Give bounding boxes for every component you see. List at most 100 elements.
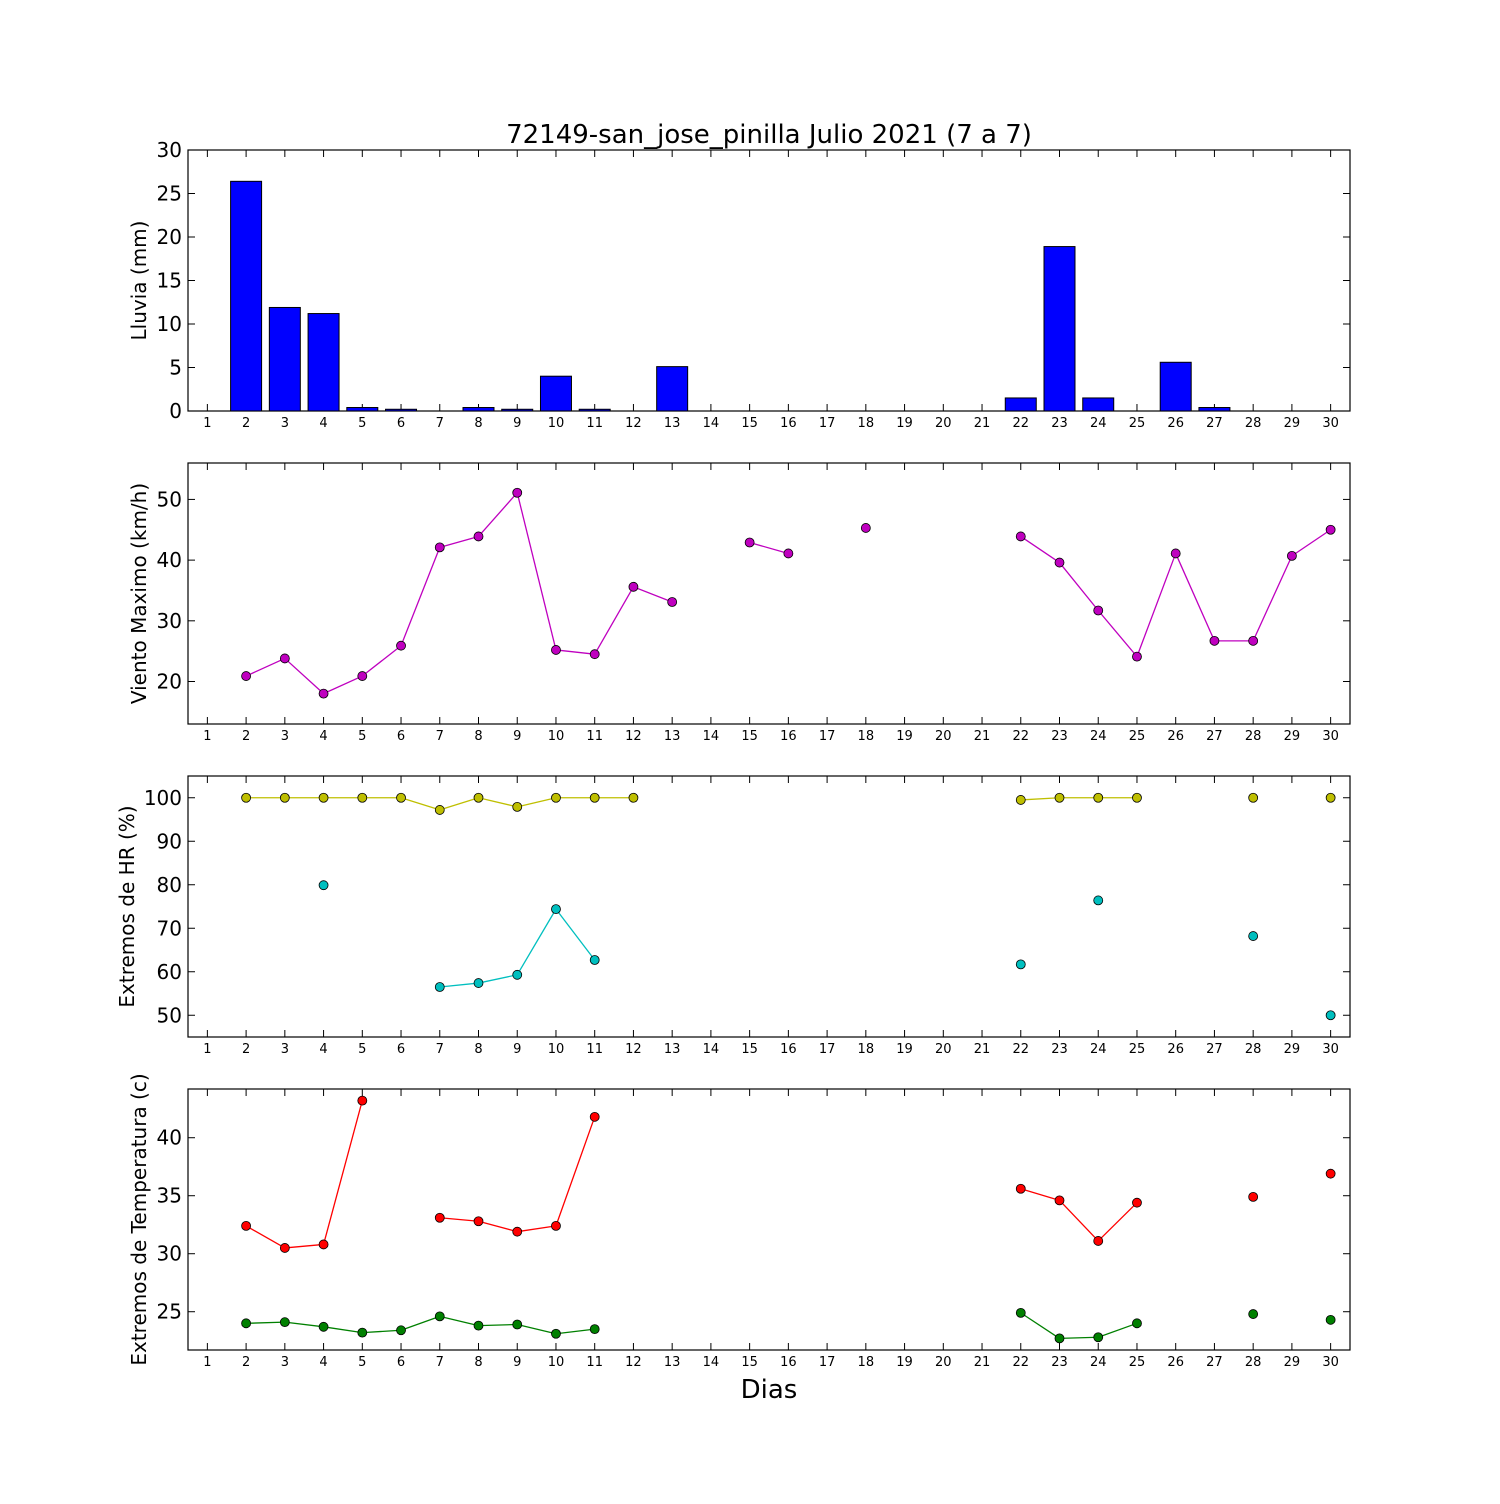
x-tick-label: 4 [319,729,327,744]
x-tick-label: 23 [1051,416,1068,431]
data-point [473,1216,484,1227]
data-point [1248,635,1259,646]
rain-bar [1043,246,1076,412]
series-segment [749,541,789,555]
rain-bar [656,366,689,412]
rain-bar [462,407,495,412]
data-point [1325,1010,1336,1021]
data-point [589,1111,600,1122]
y-tick-label: 0 [169,399,182,423]
x-axis-title: Dias [741,1375,798,1405]
series-segment [1252,555,1293,642]
y-tick-label: 25 [157,1300,182,1324]
x-tick-label: 16 [780,1355,797,1370]
y-tick-label: 50 [157,1003,182,1027]
x-tick-label: 11 [586,1042,603,1057]
y-tick-label: 30 [157,138,182,162]
x-tick-label: 17 [819,1355,836,1370]
series-segment [439,1217,479,1222]
x-tick-label: 25 [1129,416,1146,431]
x-tick-label: 7 [436,1355,444,1370]
y-axis-title: Viento Maximo (km/h) [127,483,151,704]
x-tick-label: 30 [1322,1042,1339,1057]
x-tick-label: 12 [625,1355,642,1370]
y-tick-label: 35 [157,1184,182,1208]
x-tick-label: 19 [896,1042,913,1057]
y-tick-label: 60 [157,960,182,984]
x-tick-label: 21 [974,1355,991,1370]
data-point [1132,792,1142,803]
data-point [1015,1307,1026,1318]
x-tick-label: 25 [1129,1042,1146,1057]
x-tick-label: 29 [1284,416,1301,431]
y-tick-label: 100 [144,786,182,810]
data-point [1325,1314,1336,1325]
series-segment [516,492,557,651]
x-tick-label: 8 [474,729,482,744]
x-tick-label: 18 [858,416,875,431]
data-point [357,1327,368,1338]
data-point [1015,795,1026,805]
rain-bar [1159,361,1192,412]
data-point [473,792,484,803]
data-point [551,645,561,655]
x-tick-label: 15 [741,729,758,744]
y-tick-label: 30 [157,609,182,633]
data-point [1093,605,1104,616]
x-tick-label: 26 [1167,416,1184,431]
x-tick-label: 27 [1206,1042,1223,1057]
series-segment [555,908,596,961]
data-point [1132,1318,1142,1329]
y-tick-label: 70 [157,916,182,940]
x-tick-label: 28 [1245,1355,1262,1370]
x-tick-label: 3 [281,1042,289,1057]
data-point [473,978,484,988]
x-tick-label: 3 [281,1355,289,1370]
rain-bar [501,408,534,412]
series-segment [323,1326,363,1334]
y-tick-label: 25 [157,182,182,206]
x-tick-label: 17 [819,729,836,744]
x-tick-label: 8 [474,1042,482,1057]
x-tick-label: 1 [203,416,211,431]
y-tick-label: 10 [157,312,182,336]
series-segment [555,649,595,655]
x-tick-label: 13 [664,729,681,744]
data-point [628,581,639,592]
data-point [1054,1333,1065,1344]
x-tick-label: 12 [625,1042,642,1057]
series-segment [555,1328,595,1335]
series-segment [284,657,325,695]
series-segment [439,1315,479,1327]
y-tick-label: 20 [157,670,182,694]
data-point [860,523,871,533]
series-segment [245,657,286,677]
series-segment [284,1321,324,1328]
series-segment [245,1225,286,1249]
series-segment [517,1323,557,1335]
data-point [1132,1197,1142,1208]
y-tick-label: 90 [157,829,182,853]
data-point [396,1325,406,1336]
x-tick-label: 5 [358,416,366,431]
data-point [1054,557,1065,568]
rain-bar [1082,397,1115,412]
data-point [551,904,561,915]
data-point [279,1243,290,1253]
data-point [434,1311,445,1322]
x-tick-label: 14 [703,1355,720,1370]
x-tick-label: 9 [513,1355,521,1370]
data-point [434,982,445,992]
x-tick-label: 23 [1051,1355,1068,1370]
x-tick-label: 5 [358,1042,366,1057]
x-tick-label: 2 [242,1355,250,1370]
x-tick-label: 4 [319,1355,327,1370]
x-tick-label: 17 [819,1042,836,1057]
x-tick-label: 15 [741,1355,758,1370]
data-point [318,1321,329,1332]
x-tick-label: 8 [474,416,482,431]
